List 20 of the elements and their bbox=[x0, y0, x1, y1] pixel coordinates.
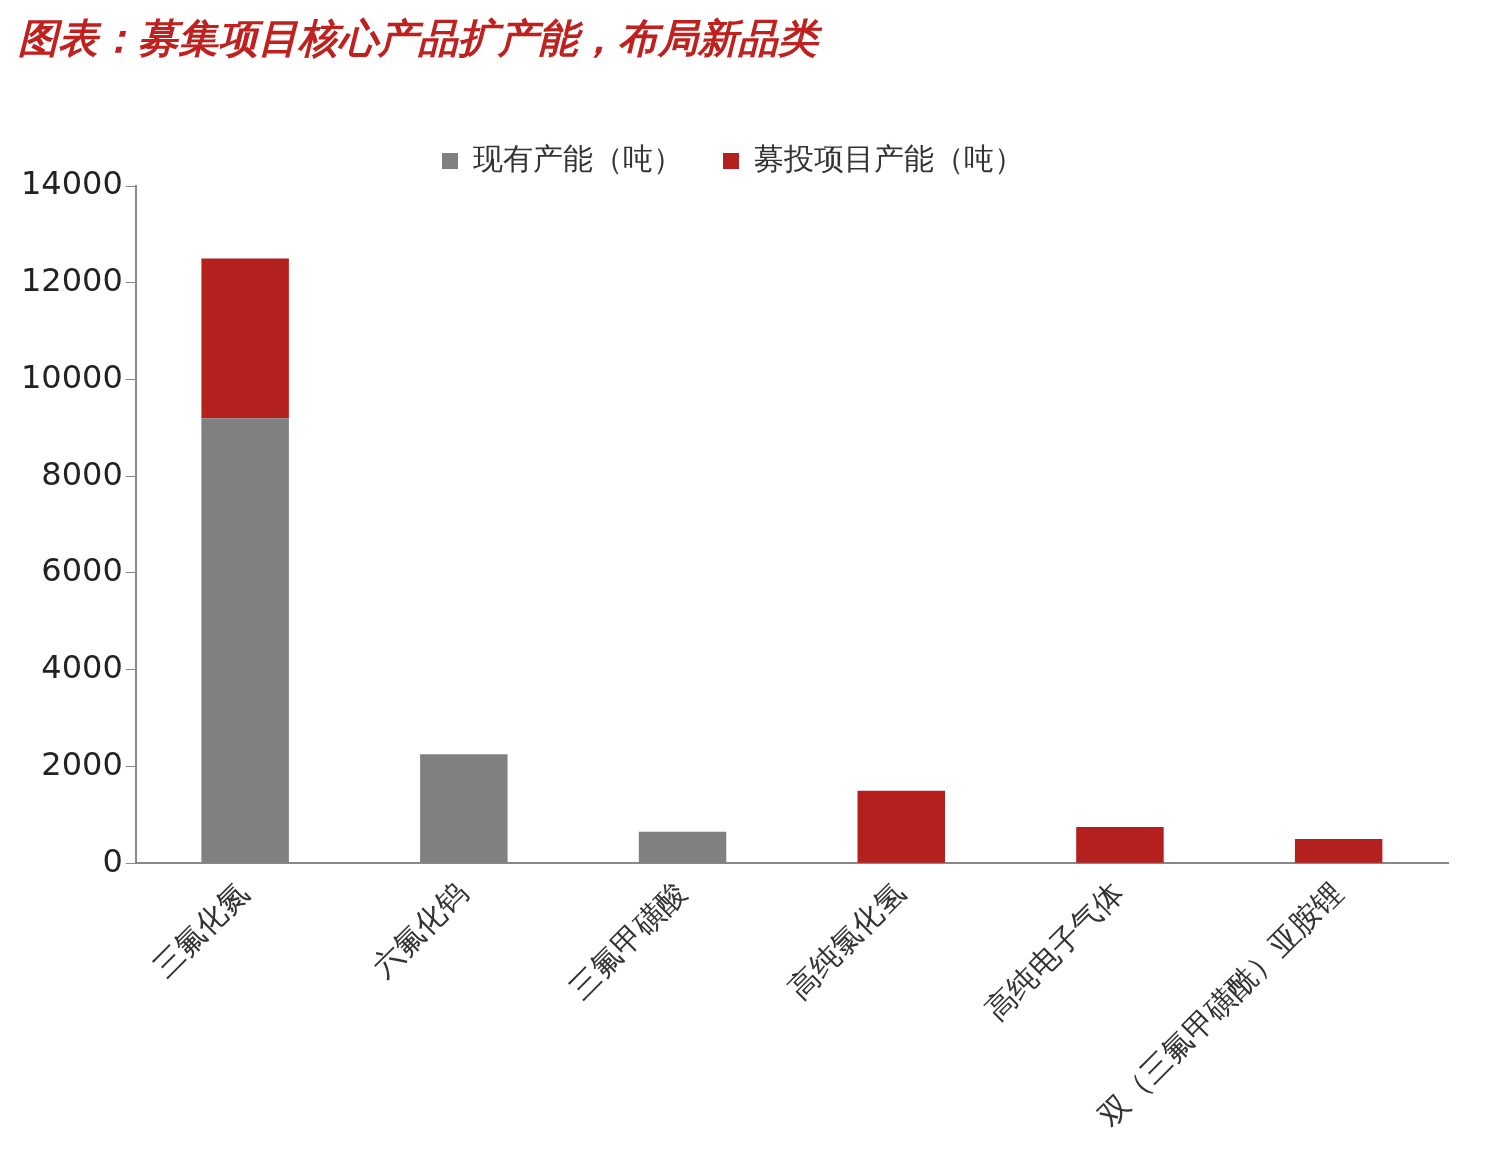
y-tick-label: 8000 bbox=[41, 454, 123, 493]
x-tick-label: 高纯电子气体 bbox=[978, 874, 1131, 1027]
legend-label: 募投项目产能（吨） bbox=[754, 140, 1024, 176]
y-tick-label: 0 bbox=[102, 841, 123, 880]
bar bbox=[201, 258, 289, 419]
bar bbox=[857, 790, 945, 863]
bar bbox=[1076, 826, 1164, 863]
x-tick-label: 六氟化钨 bbox=[364, 874, 475, 985]
legend-label: 现有产能（吨） bbox=[473, 140, 683, 176]
bar bbox=[1294, 839, 1383, 863]
y-tick-label: 6000 bbox=[41, 551, 123, 590]
y-tick-label: 14000 bbox=[21, 164, 123, 203]
y-tick-label: 10000 bbox=[21, 357, 123, 396]
chart-title: 图表：募集项目核心产品扩产能，布局新品类 bbox=[18, 15, 823, 62]
x-tick-label: 三氟化氮 bbox=[146, 874, 256, 985]
y-tick-label: 2000 bbox=[41, 744, 123, 783]
x-tick-label: 三氟甲磺酸 bbox=[562, 874, 694, 1006]
y-tick-label: 12000 bbox=[21, 261, 123, 300]
y-tick-label: 4000 bbox=[41, 648, 123, 687]
x-tick-label: 高纯氯化氢 bbox=[780, 874, 912, 1006]
